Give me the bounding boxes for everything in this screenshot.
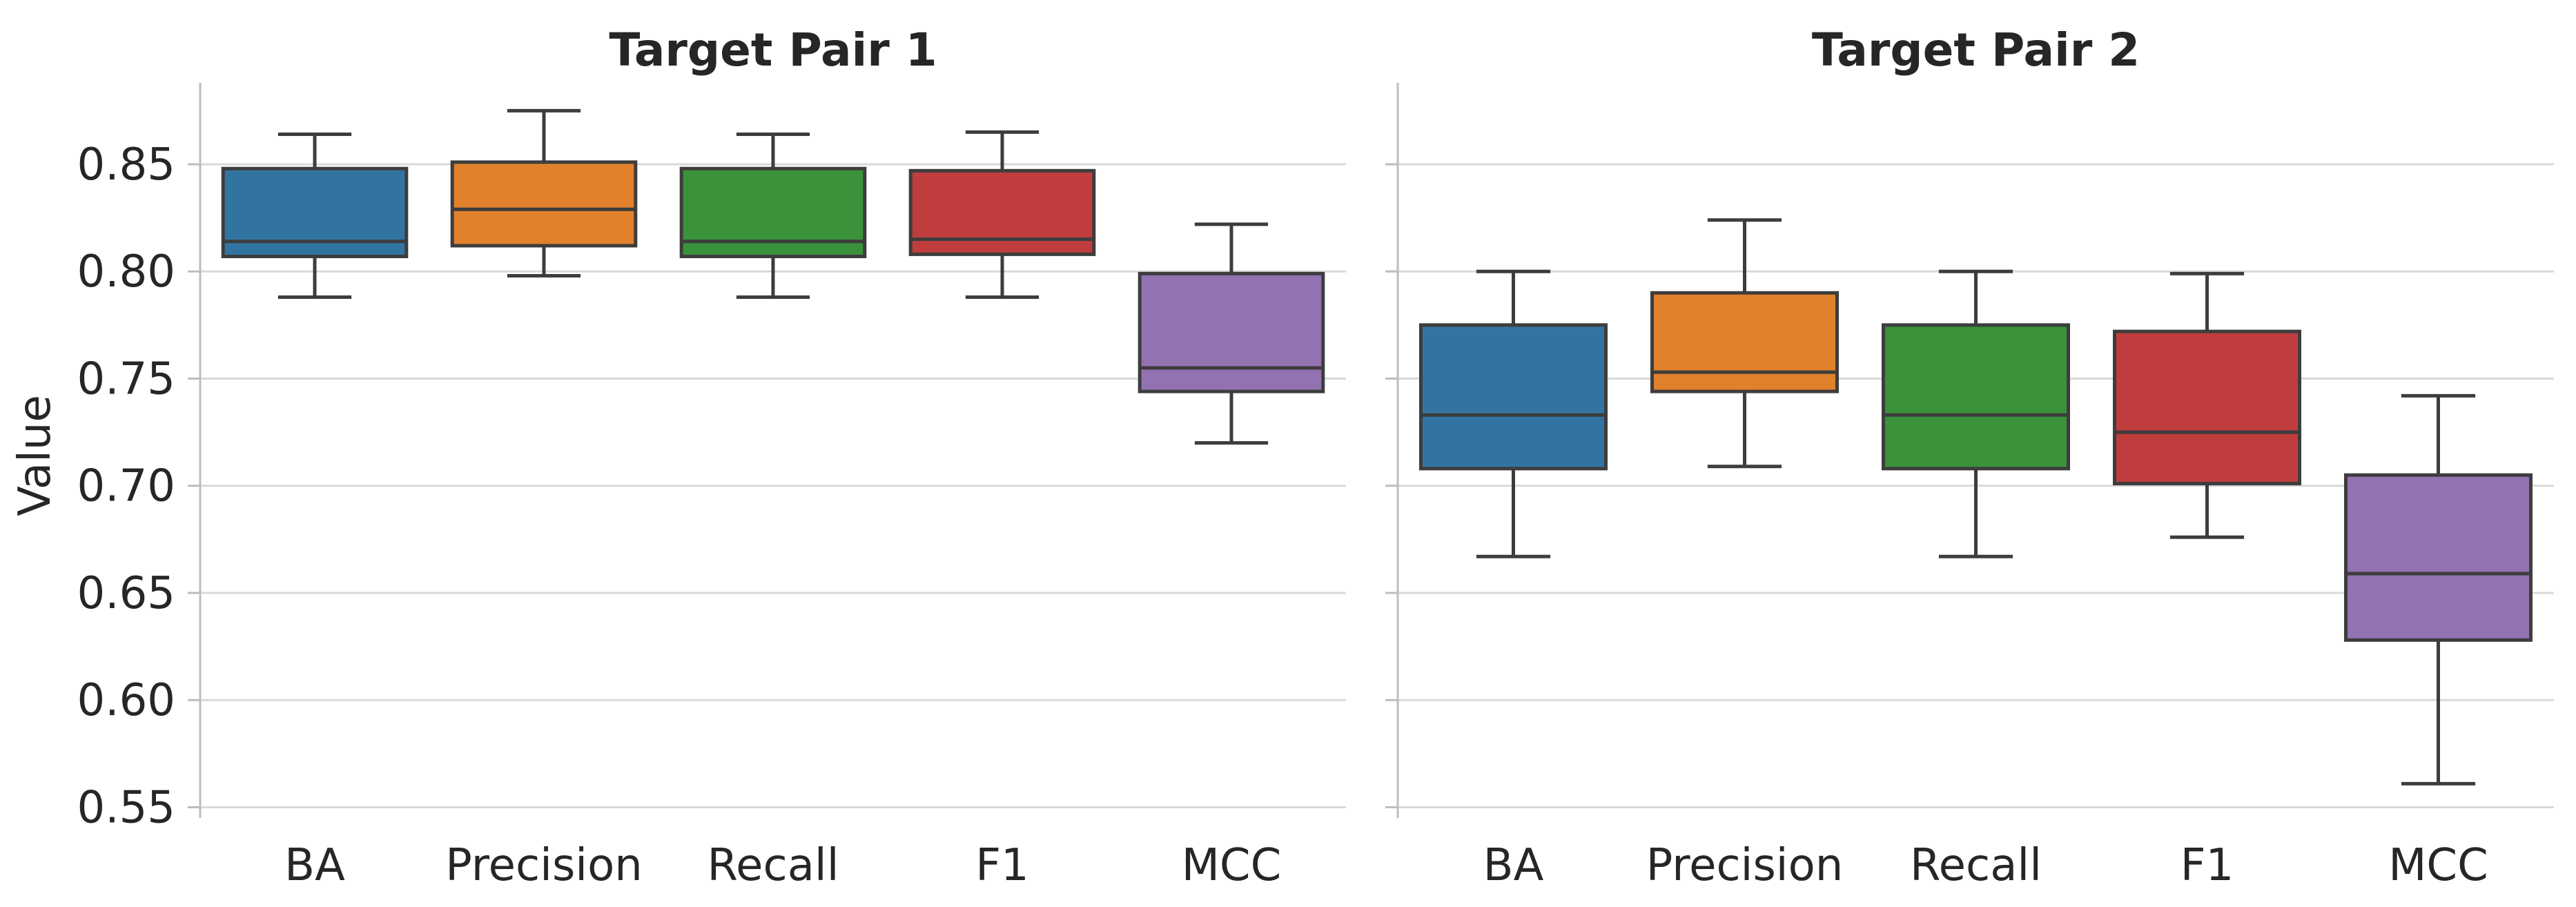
x-tick-label-precision: Precision (445, 840, 643, 891)
box-mcc (1138, 222, 1325, 445)
box-f1 (2113, 271, 2301, 539)
box-precision (1650, 218, 1839, 469)
box-body-recall (679, 166, 867, 259)
box-body-ba (1419, 323, 1608, 471)
box-precision (450, 108, 638, 277)
box-ba (221, 133, 409, 299)
x-tick-label-ba: BA (1483, 840, 1544, 891)
y-tick-label: 0.80 (77, 246, 176, 298)
x-tick-label-mcc: MCC (2388, 840, 2488, 891)
x-tick-label-precision: Precision (1646, 840, 1844, 891)
panel-title: Target Pair 2 (1812, 23, 2140, 77)
x-tick-label-mcc: MCC (1182, 840, 1282, 891)
box-recall (679, 133, 867, 299)
x-tick-label-f1: F1 (975, 840, 1029, 891)
box-body-mcc (1138, 271, 1325, 393)
box-recall (1882, 269, 2070, 558)
x-tick-label-ba: BA (284, 840, 345, 891)
box-body-mcc (2344, 473, 2533, 642)
y-tick-label: 0.75 (77, 353, 176, 404)
box-body-f1 (908, 168, 1096, 256)
y-tick-label: 0.85 (77, 139, 176, 191)
y-axis-label: Value (10, 395, 61, 516)
y-tick-label: 0.70 (77, 461, 176, 512)
y-tick-label: 0.60 (77, 675, 176, 726)
panel-target-pair-2: Target Pair 2 BA Precision Recall F1 MCC (1385, 23, 2554, 891)
box-body-ba (221, 166, 409, 259)
y-tick-label: 0.55 (77, 782, 176, 833)
x-tick-label-recall: Recall (708, 840, 839, 891)
box-body-precision (1650, 291, 1839, 393)
x-tick-label-f1: F1 (2180, 840, 2234, 891)
y-tick-label: 0.65 (77, 568, 176, 619)
panel-target-pair-1: 0.55 0.60 0.65 0.70 0.75 0.80 0.85 Target Pair … (77, 23, 1346, 891)
box-f1 (908, 130, 1096, 299)
box-mcc (2344, 393, 2533, 786)
box-body-recall (1882, 323, 2070, 471)
box-body-f1 (2113, 329, 2301, 486)
panel-title: Target Pair 1 (609, 23, 937, 77)
x-tick-label-recall: Recall (1910, 840, 2042, 891)
box-ba (1419, 269, 1608, 558)
box-body-precision (450, 160, 638, 248)
